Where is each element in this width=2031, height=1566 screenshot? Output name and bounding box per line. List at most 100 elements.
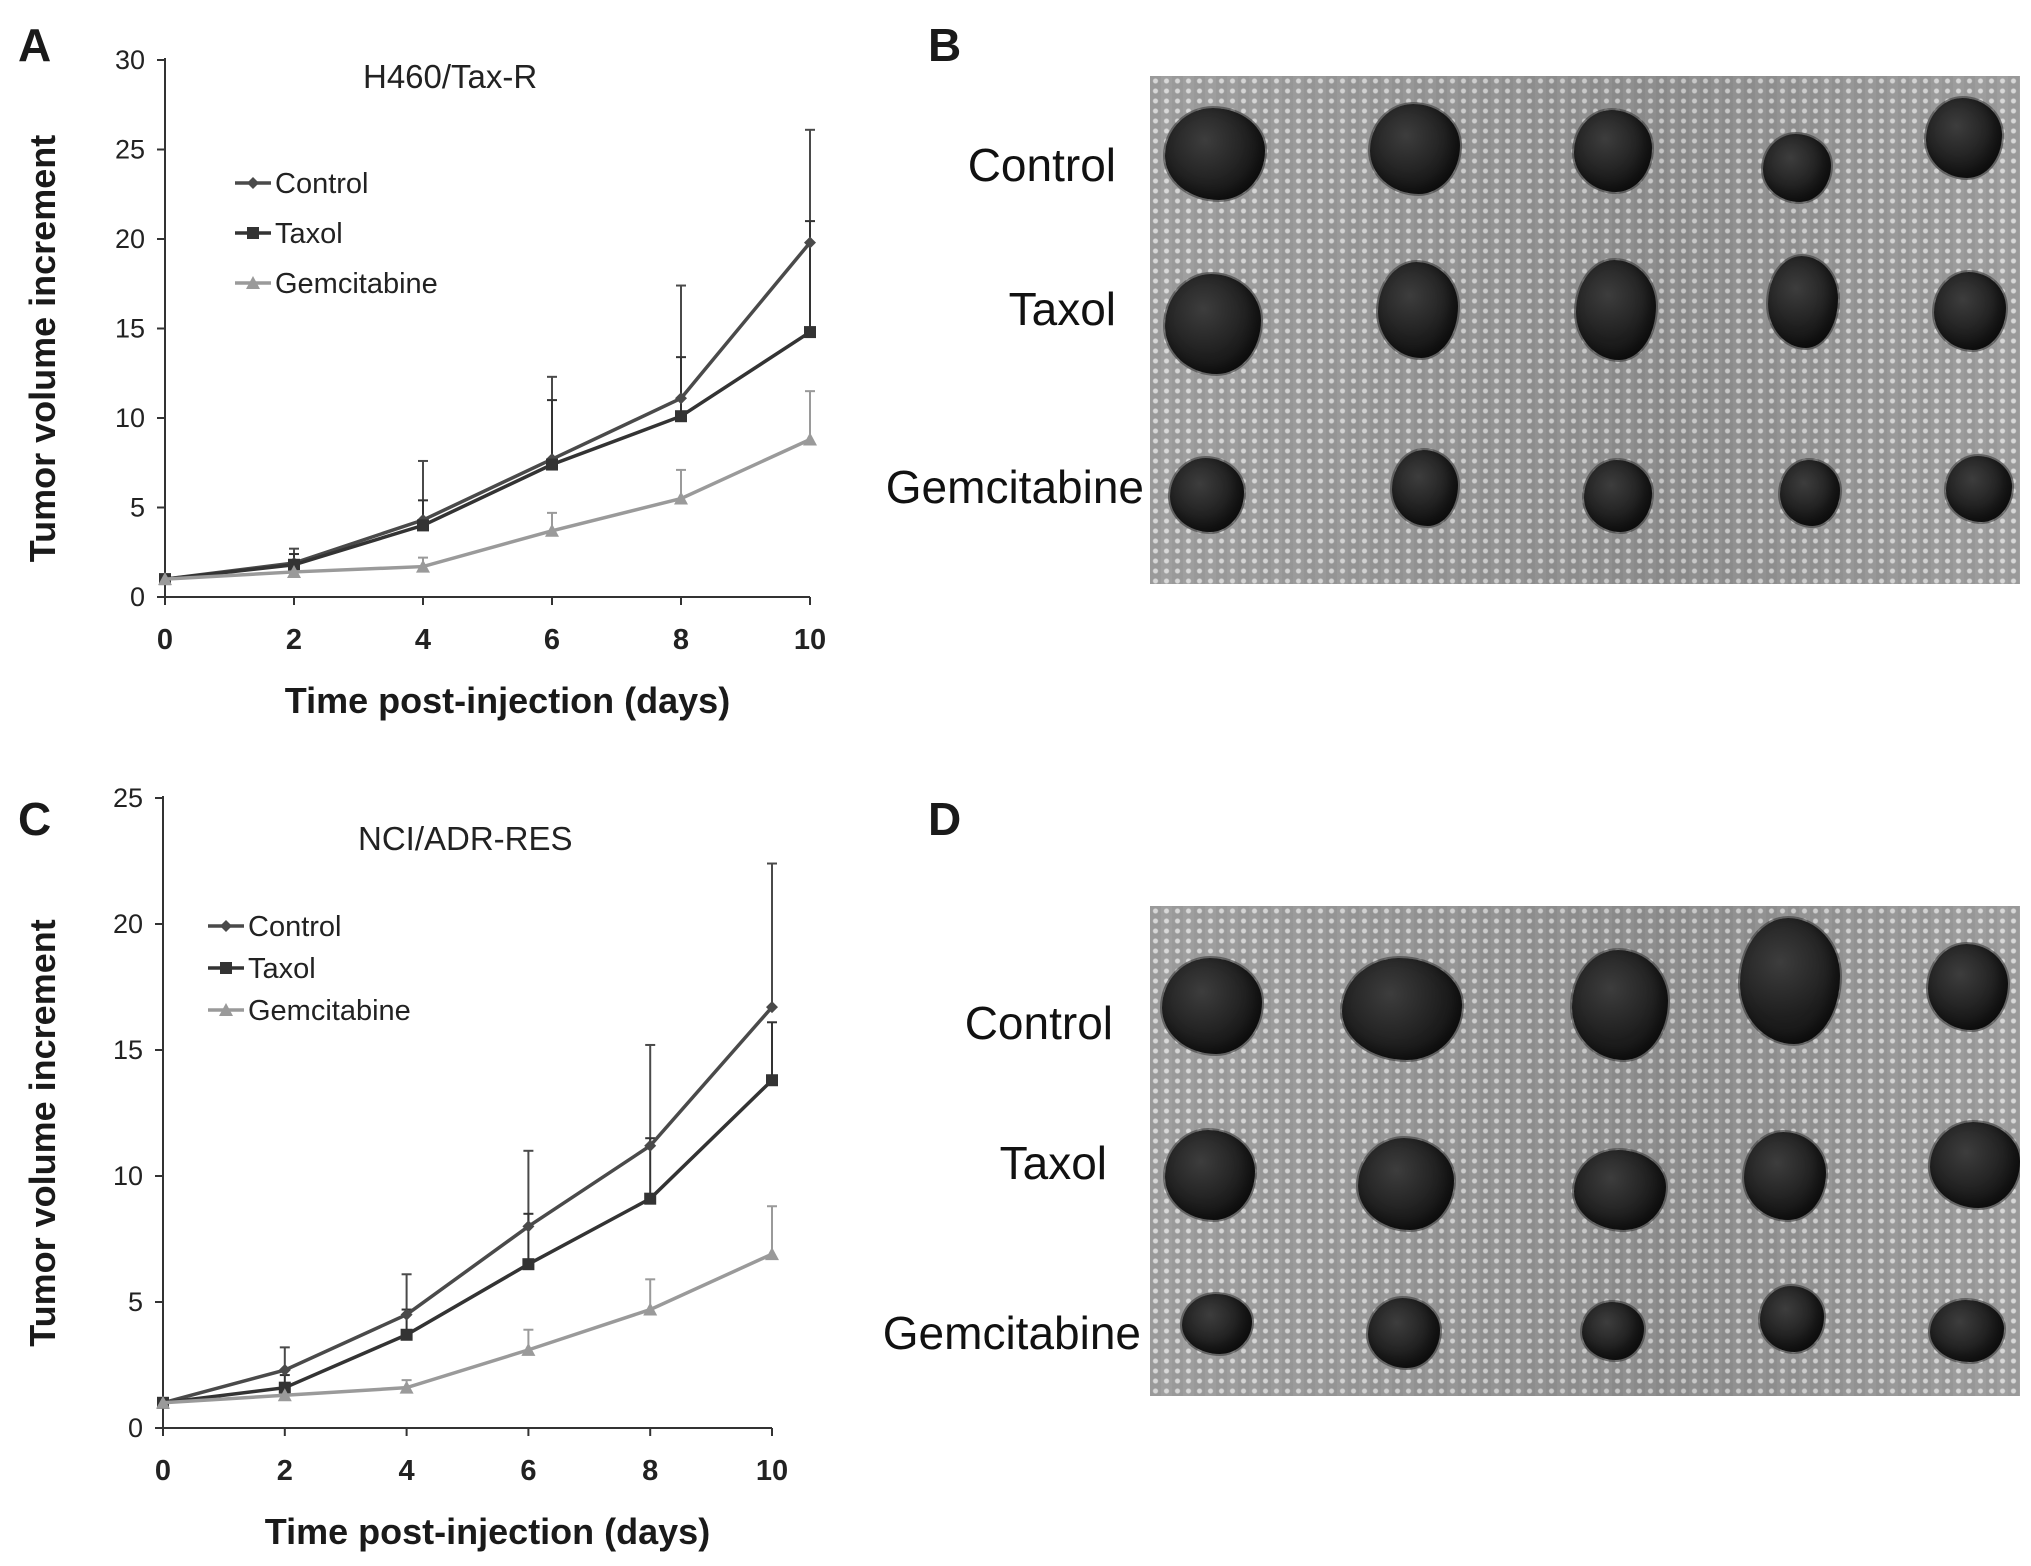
tumor-sample	[1358, 1138, 1454, 1230]
data-point-gemcitabine	[158, 572, 172, 586]
legend-label: Control	[248, 911, 342, 943]
tumor-sample	[1768, 256, 1838, 348]
legend-marker-control	[220, 920, 232, 932]
x-axis-title: Time post-injection (days)	[285, 680, 730, 721]
data-point-taxol	[417, 519, 429, 532]
tumor-sample	[1740, 918, 1840, 1044]
data-point-control	[400, 1308, 413, 1321]
data-point-gemcitabine	[803, 432, 817, 446]
data-point-gemcitabine	[643, 1302, 658, 1316]
y-tick-label: 10	[113, 1161, 143, 1191]
tumor-sample	[1934, 272, 2006, 350]
x-tick-label: 6	[520, 1455, 536, 1487]
tumor-sample	[1928, 944, 2008, 1030]
tumor-sample	[1162, 958, 1262, 1054]
panel-label-a: A	[18, 19, 52, 71]
tumor-sample	[1370, 104, 1460, 194]
tumor-sample	[1930, 1300, 2004, 1362]
y-tick-label: 20	[115, 224, 145, 254]
tumor-sample	[1165, 274, 1261, 374]
x-tick-label: 2	[277, 1455, 293, 1487]
tumor-photo-b	[1150, 76, 2020, 584]
series-line-control	[162, 1006, 774, 1405]
data-point-control	[675, 392, 687, 405]
photo-b-label-control: Control	[967, 139, 1116, 191]
tumor-sample	[1182, 1294, 1252, 1354]
tumor-sample	[1744, 1132, 1826, 1220]
legend-marker-taxol	[220, 962, 232, 974]
tumor-sample	[1763, 134, 1831, 202]
tumor-sample	[1392, 450, 1458, 526]
photo-b-label-taxol: Taxol	[1008, 283, 1116, 335]
panel-label-c: C	[18, 793, 52, 845]
legend-marker-taxol	[247, 227, 259, 239]
x-tick-label: 0	[157, 624, 173, 656]
legend-label: Taxol	[275, 218, 343, 250]
x-axis-title: Time post-injection (days)	[265, 1511, 710, 1552]
x-tick-label: 8	[673, 624, 689, 656]
panel-label-d: D	[928, 793, 962, 845]
data-point-taxol	[546, 458, 558, 471]
y-tick-label: 5	[130, 493, 145, 523]
legend-label: Control	[275, 168, 369, 200]
data-point-gemcitabine	[277, 1388, 292, 1402]
tumor-sample	[1165, 1130, 1255, 1220]
data-point-gemcitabine	[765, 1247, 779, 1261]
tumor-sample	[1170, 458, 1244, 532]
y-tick-label: 25	[115, 135, 145, 165]
data-point-taxol	[278, 1381, 291, 1394]
data-point-control	[766, 1001, 778, 1014]
series-line-gemcitabine	[164, 437, 811, 581]
x-tick-label: 10	[794, 624, 826, 656]
data-point-taxol	[522, 1258, 535, 1271]
y-axis-title: Tumor volume increment	[22, 135, 63, 562]
y-tick-label: 20	[113, 909, 143, 939]
series-line-gemcitabine	[162, 1252, 773, 1405]
y-tick-label: 5	[128, 1287, 143, 1317]
tumor-sample	[1574, 1150, 1666, 1230]
data-point-gemcitabine	[399, 1380, 414, 1394]
legend-marker-gemcitabine	[219, 1003, 233, 1016]
data-point-taxol	[766, 1074, 778, 1087]
data-point-gemcitabine	[545, 523, 559, 537]
data-point-gemcitabine	[287, 564, 301, 578]
legend-label: Gemcitabine	[248, 995, 411, 1027]
tumor-sample	[1574, 110, 1652, 192]
data-point-gemcitabine	[674, 491, 688, 505]
y-tick-label: 0	[130, 582, 145, 612]
chart-title: H460/Tax-R	[363, 58, 537, 95]
y-tick-label: 0	[128, 1413, 143, 1443]
tumor-sample	[1780, 460, 1840, 526]
y-tick-label: 10	[115, 403, 145, 433]
series-line-taxol	[162, 1078, 774, 1405]
data-point-gemcitabine	[156, 1395, 170, 1409]
data-point-control	[278, 1364, 291, 1377]
legend-label: Taxol	[248, 953, 316, 985]
x-tick-label: 6	[544, 624, 560, 656]
legend-label: Gemcitabine	[275, 268, 438, 300]
data-point-taxol	[644, 1192, 657, 1205]
tumor-sample	[1946, 456, 2012, 522]
y-axis-title: Tumor volume increment	[22, 919, 63, 1346]
tumor-sample	[1930, 1122, 2020, 1208]
data-point-gemcitabine	[521, 1342, 536, 1356]
y-tick-label: 15	[115, 314, 145, 344]
x-tick-label: 8	[642, 1455, 658, 1487]
data-point-control	[804, 236, 816, 249]
series-line-taxol	[164, 330, 811, 581]
y-tick-label: 15	[113, 1035, 143, 1065]
x-tick-label: 2	[286, 624, 302, 656]
x-tick-label: 10	[756, 1455, 788, 1487]
series-line-control	[164, 241, 812, 581]
tumor-sample	[1576, 260, 1656, 360]
tumor-sample	[1760, 1286, 1824, 1352]
tumor-sample	[1165, 108, 1265, 200]
data-point-control	[644, 1139, 657, 1152]
chart-h460-tax-r: 0 5 10 15 20 25 30 0 2 4 6 8 10 Time post-injection (…	[22, 45, 826, 721]
tumor-sample	[1368, 1298, 1440, 1368]
data-point-control	[522, 1220, 535, 1233]
photo-b-label-gemcitabine: Gemcitabine	[885, 461, 1144, 513]
legend-marker-control	[247, 177, 259, 189]
x-tick-label: 4	[415, 624, 431, 656]
chart-nci-adr-res: 0 5 10 15 20 25 0 2 4 6 8 10 Time post-injection (da…	[22, 783, 788, 1552]
